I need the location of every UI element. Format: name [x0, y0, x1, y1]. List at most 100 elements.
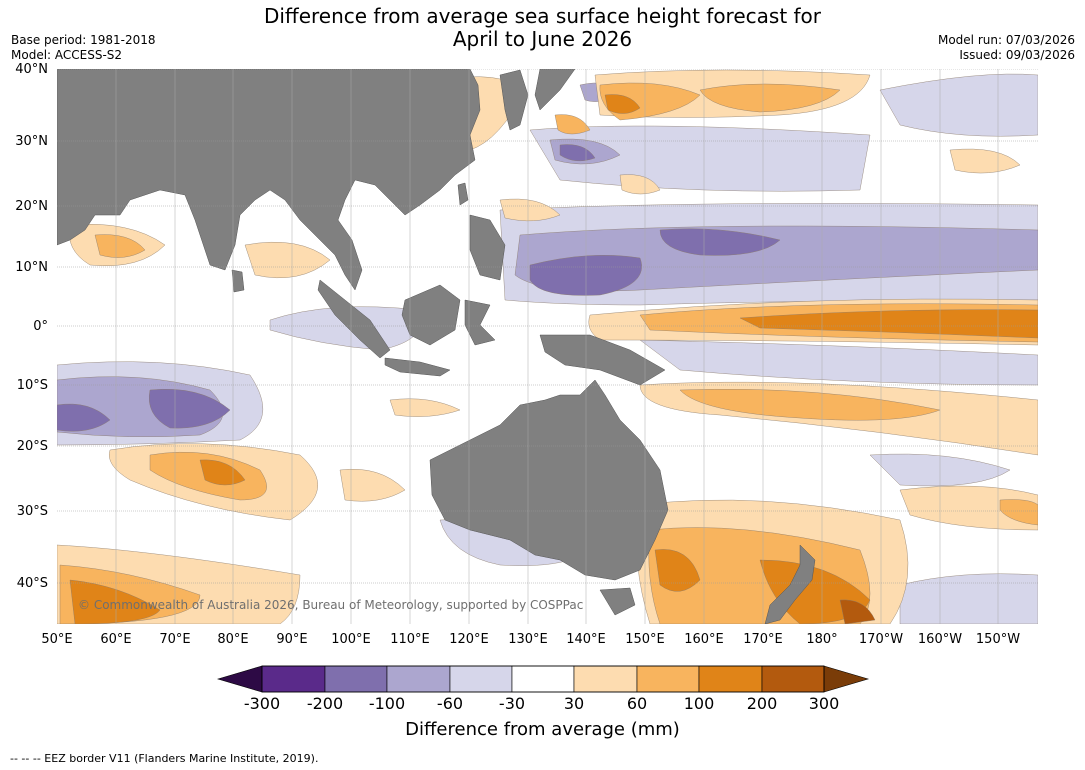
colorbar-label: Difference from average (mm)	[405, 719, 680, 740]
meta-right: Model run: 07/03/2026 Issued: 09/03/2026	[938, 33, 1075, 63]
eez-footnote: -- -- -- EEZ border V11 (Flanders Marine…	[10, 752, 319, 765]
colorbar-bin	[636, 665, 700, 693]
anomaly-positive-region	[69, 579, 161, 624]
land-australia	[429, 379, 669, 581]
land-masses	[57, 69, 816, 624]
anomaly-positive-region	[604, 94, 641, 114]
anomaly-positive-region	[654, 549, 701, 592]
land-new-guinea	[539, 334, 666, 386]
map-title: Difference from average sea surface heig…	[0, 5, 1085, 51]
colorbar-tick: 60	[626, 694, 648, 713]
map-area	[57, 69, 1038, 624]
meridians	[115, 69, 999, 624]
anomaly-positive-region	[339, 469, 406, 502]
colorbar-tick: -100	[368, 694, 406, 713]
land-borneo	[401, 284, 461, 346]
colorbar-bin	[761, 665, 825, 693]
colorbar-bin	[573, 665, 638, 693]
copyright-notice: © Commonwealth of Australia 2026, Bureau…	[78, 598, 584, 612]
anomaly-positive-region	[94, 234, 146, 258]
lat-label: 40°S	[16, 576, 48, 591]
land-sumatra	[317, 279, 391, 359]
anomaly-negative-region	[149, 389, 231, 429]
land-new-zealand	[764, 544, 816, 624]
anomaly-positive-region	[244, 241, 331, 279]
land-java	[384, 357, 451, 377]
lon-label: 50°E	[41, 632, 73, 647]
colorbar-bin	[261, 665, 326, 693]
land-tasmania	[599, 587, 636, 616]
anomaly-positive-region	[999, 499, 1038, 526]
lat-label: 10°N	[15, 260, 48, 275]
anomaly-field	[57, 69, 1038, 624]
anomaly-positive-region	[499, 198, 561, 222]
anomaly-positive-region	[199, 459, 246, 486]
land-sulawesi	[464, 299, 496, 346]
anomaly-negative-region	[659, 228, 781, 256]
lon-label: 90°E	[276, 632, 308, 647]
colorbar	[216, 665, 870, 693]
graticule	[57, 69, 1038, 584]
lon-label: 70°E	[159, 632, 191, 647]
colorbar-tick: -60	[436, 694, 464, 713]
anomaly-positive-region	[739, 309, 1038, 339]
anomaly-negative-region	[57, 403, 111, 432]
colorbar-bin	[698, 665, 763, 693]
anomaly-positive-region	[389, 398, 461, 417]
lat-label: 30°S	[16, 504, 48, 519]
colorbar-bin	[324, 665, 388, 693]
anomaly-positive-region	[699, 83, 841, 113]
anomaly-negative-region	[899, 573, 1038, 624]
colorbar-bin	[386, 665, 451, 693]
colorbar-tick: 30	[563, 694, 585, 713]
colorbar-tick: 300	[808, 694, 840, 713]
anomaly-negative-region	[529, 255, 642, 296]
anomaly-positive-region	[899, 485, 1038, 531]
lon-label: 180°	[806, 632, 838, 647]
anomaly-positive-region	[619, 174, 661, 195]
lon-label: 150°W	[975, 632, 1021, 647]
lon-label: 120°E	[449, 632, 489, 647]
lat-label: 30°N	[15, 134, 48, 149]
lon-label: 170°W	[858, 632, 904, 647]
lat-label: 20°S	[16, 439, 48, 454]
anomaly-positive-region	[679, 388, 941, 421]
land-japan	[534, 69, 576, 111]
colorbar-tick: -200	[306, 694, 344, 713]
land-asia	[57, 69, 481, 291]
land-sri-lanka	[231, 269, 245, 293]
lon-label: 100°E	[331, 632, 371, 647]
land-taiwan	[457, 182, 469, 206]
lon-label: 150°E	[625, 632, 665, 647]
colorbar-tick: -300	[243, 694, 281, 713]
issued-date: Issued: 09/03/2026	[959, 48, 1075, 62]
land-korea-japan	[499, 69, 529, 131]
lon-label: 140°E	[566, 632, 606, 647]
colorbar-bin	[449, 665, 513, 693]
anomaly-negative-region	[639, 339, 1038, 386]
model-run: Model run: 07/03/2026	[937, 33, 1075, 47]
colorbar-extend-min	[216, 665, 263, 693]
anomaly-positive-region	[949, 148, 1021, 174]
colorbar-tick: 100	[683, 694, 715, 713]
colorbar-outline	[261, 665, 825, 693]
anomaly-positive-region	[554, 114, 591, 135]
lon-label: 110°E	[390, 632, 430, 647]
lon-label: 160°W	[917, 632, 963, 647]
base-period: Base period: 1981-2018	[11, 33, 156, 47]
colorbar-bin	[511, 665, 575, 693]
meta-left: Base period: 1981-2018 Model: ACCESS-S2	[11, 33, 156, 63]
land-philippines	[469, 214, 506, 281]
lat-label: 40°N	[15, 62, 48, 77]
lon-label: 160°E	[684, 632, 724, 647]
lon-label: 80°E	[217, 632, 249, 647]
colorbar-tick: -30	[498, 694, 526, 713]
lon-label: 130°E	[508, 632, 548, 647]
lon-label: 60°E	[100, 632, 132, 647]
lon-label: 170°E	[743, 632, 783, 647]
lat-label: 20°N	[15, 199, 48, 214]
lat-label: 10°S	[16, 378, 48, 393]
title-line-1: Difference from average sea surface heig…	[263, 4, 822, 28]
colorbar-tick: 200	[746, 694, 778, 713]
